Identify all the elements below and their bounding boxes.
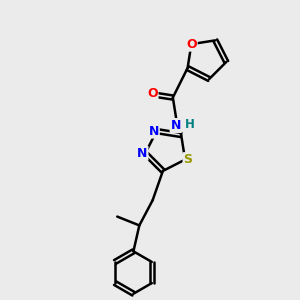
- Text: N: N: [148, 124, 159, 138]
- Text: O: O: [186, 38, 197, 51]
- Text: S: S: [184, 153, 193, 166]
- Text: O: O: [147, 87, 158, 100]
- Text: N: N: [171, 119, 181, 132]
- Text: H: H: [185, 118, 195, 131]
- Text: N: N: [137, 147, 148, 160]
